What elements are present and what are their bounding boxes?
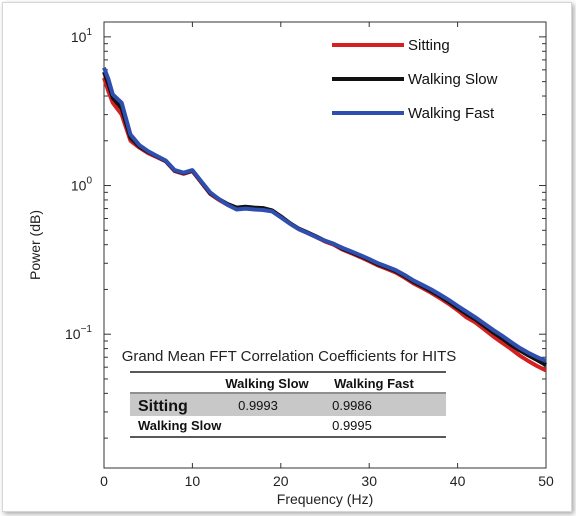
table-cell-sitting-walking-slow: 0.9993: [238, 398, 278, 413]
legend-label-walking-fast: Walking Fast: [408, 105, 495, 122]
x-tick-label: 50: [538, 473, 554, 489]
series-lines: [102, 66, 547, 373]
x-tick-label: 40: [450, 473, 466, 489]
y-tick-label: 100: [71, 176, 93, 194]
correlation-table: Grand Mean FFT Correlation Coefficients …: [122, 348, 457, 438]
x-axis-ticks: 0 10 20 30 40 50: [100, 22, 554, 489]
x-tick-label: 20: [273, 473, 289, 489]
table-row-highlight: [130, 394, 446, 416]
y-tick-label: 101: [71, 27, 93, 45]
y-axis-label: Power (dB): [27, 210, 43, 280]
table-header-walking-slow: Walking Slow: [225, 376, 309, 391]
table-row-label-sitting: Sitting: [138, 398, 188, 415]
x-axis-label: Frequency (Hz): [277, 491, 373, 507]
table-cell-walking-slow-walking-fast: 0.9995: [332, 418, 372, 433]
x-tick-label: 30: [361, 473, 377, 489]
x-tick-label: 0: [100, 473, 108, 489]
y-axis-ticks: 101 100 10−1: [65, 27, 546, 439]
legend-label-sitting: Sitting: [408, 37, 450, 54]
table-row-label-walking-slow: Walking Slow: [138, 418, 222, 433]
table-cell-sitting-walking-fast: 0.9986: [332, 398, 372, 413]
legend-label-walking-slow: Walking Slow: [408, 71, 498, 88]
y-tick-label: 10−1: [65, 324, 92, 342]
series-line-walking-fast: [102, 66, 547, 363]
plot-area: [103, 21, 547, 469]
table-header-walking-fast: Walking Fast: [334, 376, 414, 391]
table-title: Grand Mean FFT Correlation Coefficients …: [122, 348, 457, 365]
legend: Sitting Walking Slow Walking Fast: [332, 37, 498, 122]
x-tick-label: 10: [185, 473, 201, 489]
